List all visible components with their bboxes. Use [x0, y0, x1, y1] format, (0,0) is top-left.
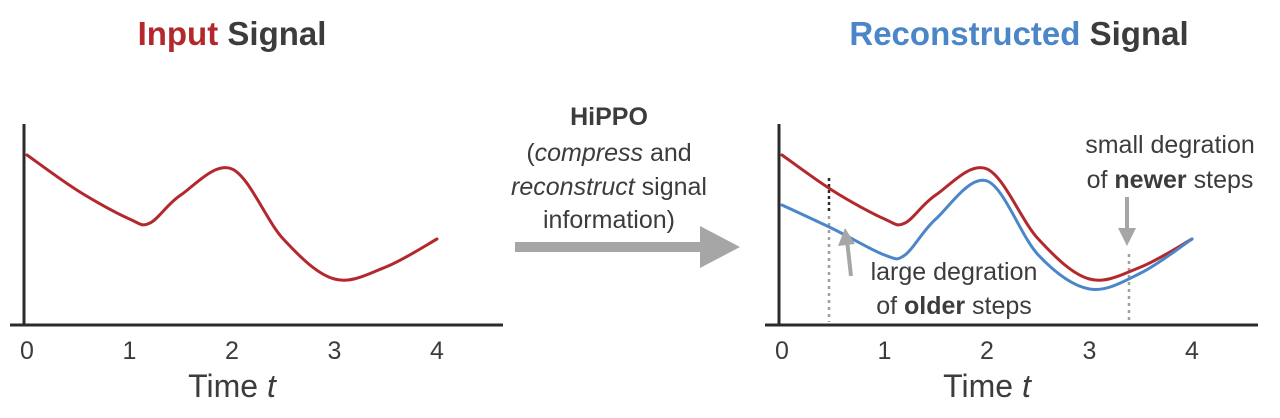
and-word: and	[643, 139, 692, 167]
left-x-tick-label: 0	[20, 337, 34, 365]
left-x-tick-label: 3	[328, 337, 342, 365]
input-word: Input	[138, 15, 219, 52]
signal-word: Signal	[218, 15, 326, 52]
left-x-tick-label: 4	[430, 337, 444, 365]
transform-line-compress: (compress and	[526, 139, 691, 167]
compress-word: compress	[535, 139, 643, 167]
left-x-ticks: 0 1 2 3 4	[20, 337, 444, 365]
right-x-axis-label: Time t	[943, 368, 1032, 404]
left-x-axis-label: Time t	[188, 368, 277, 404]
x-axis-label-var: t	[267, 368, 277, 404]
left-x-tick-label: 2	[225, 337, 239, 365]
older-pointer-arrow-icon	[838, 228, 855, 277]
right-x-tick-label: 4	[1185, 337, 1199, 365]
paren-open: (	[526, 139, 535, 167]
older-annotation-line2: of older steps	[876, 292, 1032, 320]
newer-annotation-line1: small degration	[1085, 131, 1255, 159]
left-axes	[10, 124, 503, 327]
older-word: older	[904, 292, 965, 320]
newer-pointer-arrow-icon	[1118, 197, 1136, 246]
right-x-ticks: 0 1 2 3 4	[775, 337, 1199, 365]
right-arrow-icon	[515, 226, 740, 268]
signal-word: signal	[635, 173, 707, 201]
left-input-series-line	[25, 153, 439, 282]
of-word: of	[1087, 166, 1115, 194]
reconstructed-word: Reconstructed	[849, 15, 1080, 52]
x-axis-label-var: t	[1022, 368, 1032, 404]
reconstruct-word: reconstruct	[511, 173, 636, 201]
right-x-tick-label: 1	[878, 337, 892, 365]
left-plot-series	[25, 153, 439, 282]
right-x-tick-label: 3	[1083, 337, 1097, 365]
right-axes	[765, 124, 1258, 327]
newer-word: newer	[1114, 166, 1187, 194]
x-axis-label-text: Time	[188, 368, 267, 404]
of-word: of	[876, 292, 904, 320]
left-x-tick-label: 1	[123, 337, 137, 365]
newer-annotation-line2: of newer steps	[1087, 166, 1254, 194]
right-reconstructed-series-line	[780, 178, 1194, 292]
signal-word: Signal	[1080, 15, 1188, 52]
right-x-tick-label: 0	[775, 337, 789, 365]
right-plot-series	[780, 153, 1194, 292]
transform-line-reconstruct: reconstruct signal	[511, 173, 707, 201]
transform-line-information: information)	[543, 206, 675, 234]
right-input-series-line	[780, 153, 1194, 282]
steps-word: steps	[1187, 166, 1254, 194]
right-x-tick-label: 2	[980, 337, 994, 365]
hippo-label: HiPPO	[570, 103, 648, 131]
older-annotation-line1: large degration	[871, 258, 1038, 286]
x-axis-label-text: Time	[943, 368, 1022, 404]
reconstructed-signal-title: Reconstructed Signal	[849, 15, 1188, 52]
input-signal-title: Input Signal	[138, 15, 327, 52]
steps-word: steps	[965, 292, 1032, 320]
